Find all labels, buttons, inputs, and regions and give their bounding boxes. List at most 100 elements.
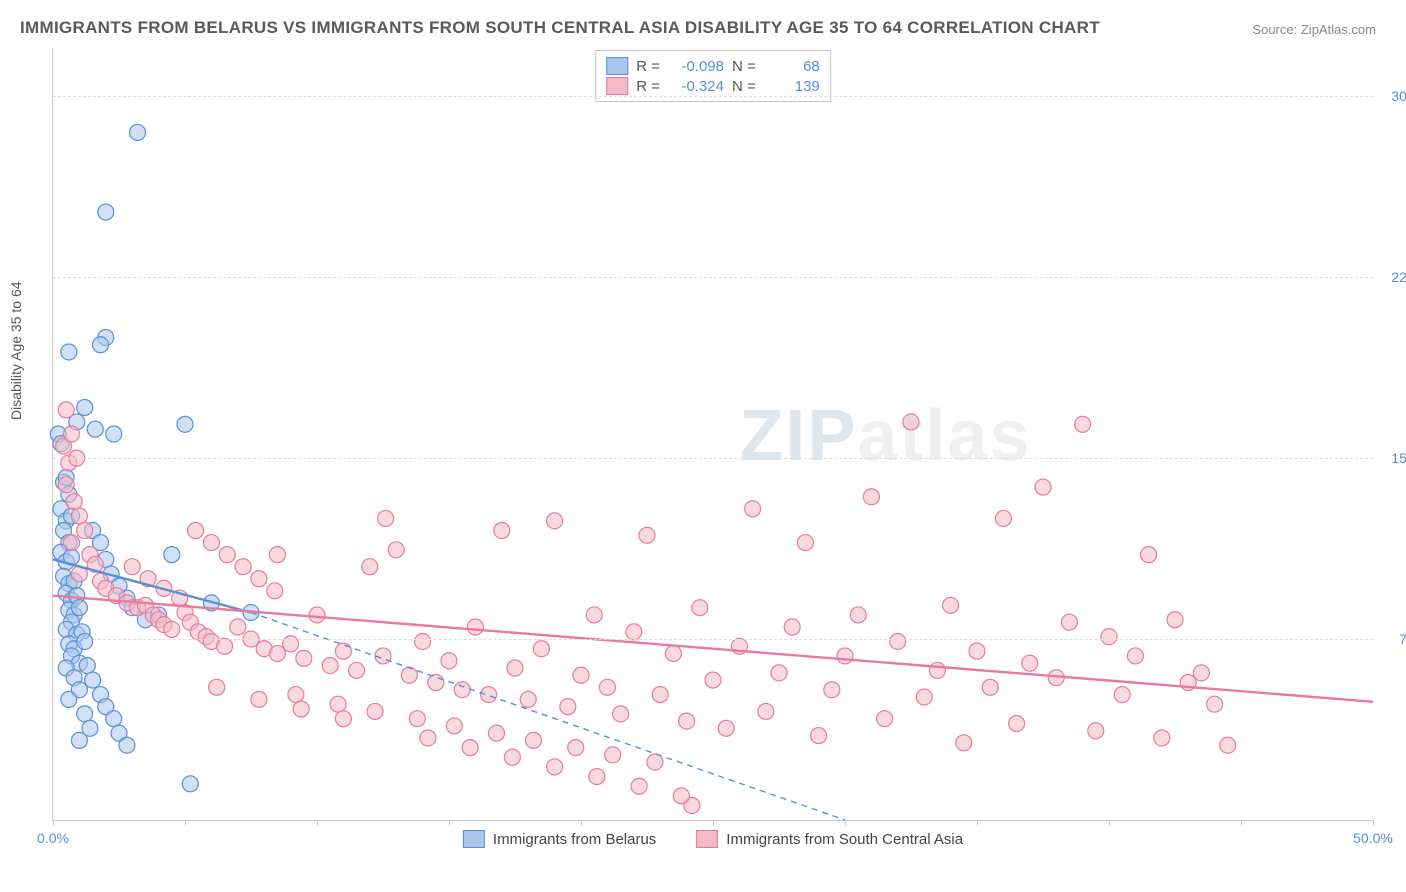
scatter-point [335,643,351,659]
scatter-point [520,691,536,707]
r-value-scasia: -0.324 [668,78,724,95]
scatter-point [322,658,338,674]
x-tick [581,820,582,826]
stats-row-scasia: R = -0.324 N = 139 [606,77,820,95]
legend-item-scasia: Immigrants from South Central Asia [696,830,963,848]
scatter-point [652,687,668,703]
scatter-point [219,547,235,563]
scatter-point [106,426,122,442]
scatter-point [106,711,122,727]
scatter-point [647,754,663,770]
scatter-point [85,672,101,688]
scatter-point [692,600,708,616]
scatter-point [61,691,77,707]
scatter-point [164,621,180,637]
scatter-point [784,619,800,635]
scatter-point [665,646,681,662]
stats-legend-box: R = -0.098 N = 68 R = -0.324 N = 139 [595,50,831,102]
scatter-point [547,513,563,529]
scatter-point [288,687,304,703]
x-tick [1241,820,1242,826]
bottom-legend: Immigrants from Belarus Immigrants from … [463,830,963,848]
scatter-point [217,638,233,654]
scatter-point [467,619,483,635]
gridline [53,277,1373,278]
scatter-point [251,571,267,587]
scatter-point [79,658,95,674]
x-tick [1373,820,1374,826]
y-tick-label: 30.0% [1391,88,1406,104]
scatter-point [811,728,827,744]
scatter-point [415,633,431,649]
scatter-point [863,489,879,505]
scatter-point [87,421,103,437]
scatter-point [1127,648,1143,664]
scatter-point [267,583,283,599]
source-name: ZipAtlas.com [1301,22,1376,37]
scatter-point [599,679,615,695]
scatter-point [177,416,193,432]
r-label: R = [636,78,660,95]
scatter-point [441,653,457,669]
scatter-point [525,732,541,748]
swatch-scasia [606,77,628,95]
legend-item-belarus: Immigrants from Belarus [463,830,656,848]
scatter-point [489,725,505,741]
scatter-point [1009,716,1025,732]
scatter-point [335,711,351,727]
x-tick [713,820,714,826]
scatter-point [547,759,563,775]
scatter-point [164,547,180,563]
scatter-point [631,778,647,794]
scatter-point [586,607,602,623]
scatter-point [409,711,425,727]
x-tick [1109,820,1110,826]
scatter-point [943,597,959,613]
scatter-point [71,600,87,616]
scatter-point [679,713,695,729]
scatter-point [995,510,1011,526]
legend-label-belarus: Immigrants from Belarus [493,831,656,848]
scatter-point [378,510,394,526]
gridline [53,639,1373,640]
n-value-scasia: 139 [764,78,820,95]
scatter-point [330,696,346,712]
scatter-point [877,711,893,727]
scatter-point [1035,479,1051,495]
x-tick-label: 0.0% [37,830,69,846]
scatter-point [77,706,93,722]
scatter-point [93,337,109,353]
scatter-point [71,732,87,748]
scatter-point [673,788,689,804]
x-tick [449,820,450,826]
scatter-point [573,667,589,683]
scatter-point [462,740,478,756]
scatter-point [745,501,761,517]
x-tick [53,820,54,826]
scatter-point [420,730,436,746]
x-tick [185,820,186,826]
scatter-point [71,508,87,524]
scatter-point [850,607,866,623]
scatter-point [837,648,853,664]
scatter-point [929,662,945,678]
scatter-point [771,665,787,681]
plot-area: ZIPatlas R = -0.098 N = 68 R = -0.324 N … [52,48,1373,821]
legend-swatch-scasia [696,830,718,848]
legend-swatch-belarus [463,830,485,848]
scatter-point [129,124,145,140]
scatter-point [77,523,93,539]
scatter-point [639,527,655,543]
scatter-point [916,689,932,705]
scatter-point [203,535,219,551]
scatter-point [568,740,584,756]
gridline [53,458,1373,459]
scatter-point [367,703,383,719]
scatter-point [63,426,79,442]
scatter-point [309,607,325,623]
scatter-point [605,747,621,763]
x-tick [845,820,846,826]
scatter-point [1088,723,1104,739]
scatter-point [560,699,576,715]
scatter-point [982,679,998,695]
